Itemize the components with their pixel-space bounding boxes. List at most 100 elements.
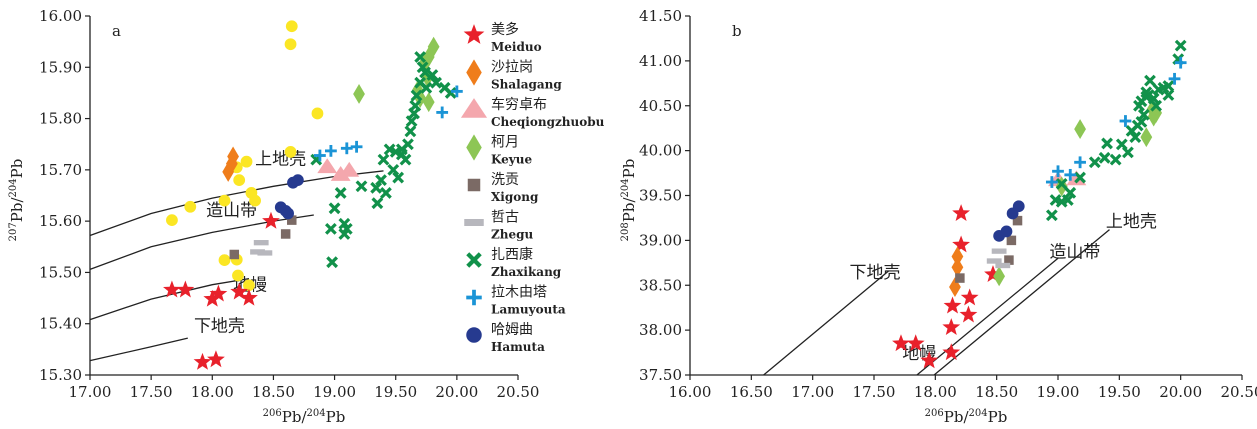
lamuyouta-point xyxy=(350,140,363,153)
zhaxikang-point xyxy=(444,87,457,99)
x-tick-label: 18.50 xyxy=(975,383,1018,401)
zhaxikang-point xyxy=(420,81,433,94)
legend-lamuyouta-en: Lamuyouta xyxy=(491,303,566,317)
zhaxikang-point xyxy=(1101,137,1113,150)
x-tick-label: 19.50 xyxy=(1098,383,1141,401)
hamuta-point xyxy=(282,207,294,220)
lamuyouta-point xyxy=(436,106,449,119)
y-tick-label: 37.50 xyxy=(639,366,682,384)
region-label: 造山带 xyxy=(206,201,257,221)
legend-shalagang-marker xyxy=(466,59,482,86)
meiduo-point xyxy=(209,284,228,302)
x-tick-label: 17.50 xyxy=(853,383,896,401)
zhaxikang-point xyxy=(1140,86,1153,99)
legend-hamuta-marker xyxy=(466,327,482,343)
evolution-curve-2 xyxy=(89,277,250,321)
legend-zhaxikang-en: Zhaxikang xyxy=(491,265,562,279)
x-tick-label: 18.00 xyxy=(191,383,234,401)
legend-shalagang-cn: 沙拉岗 xyxy=(491,60,533,76)
unlabeled-point xyxy=(184,200,197,213)
keyue-point xyxy=(1074,119,1086,140)
meiduo-point xyxy=(906,334,925,352)
legend-meiduo-cn: 美多 xyxy=(491,21,519,38)
zhaxikang-point xyxy=(410,89,423,102)
zhaxikang-point xyxy=(1129,131,1142,144)
zhaxikang-point xyxy=(380,187,392,199)
zhaxikang-point xyxy=(1144,74,1156,87)
region-label: 上地壳 xyxy=(1106,212,1157,232)
x-tick-label: 16.00 xyxy=(669,383,712,401)
zhaxikang-point xyxy=(1162,80,1175,92)
evolution-curve-1 xyxy=(916,257,1059,376)
meiduo-point xyxy=(207,350,225,368)
unlabeled-point xyxy=(240,155,253,168)
legend-hamuta-en: Hamuta xyxy=(491,340,545,354)
zhegu-point xyxy=(986,258,1002,264)
meiduo-point xyxy=(952,204,970,222)
legend-xigong-cn: 洗贡 xyxy=(491,172,519,188)
legend-lamuyouta-marker xyxy=(466,289,482,306)
region-label: 下地壳 xyxy=(849,263,900,283)
cheqiong-point xyxy=(330,165,351,181)
y-tick-label: 38.00 xyxy=(639,321,682,339)
meiduo-point xyxy=(163,280,181,298)
zhaxikang-point xyxy=(334,187,347,199)
zhaxikang-point xyxy=(387,163,400,176)
x-tick-label: 18.00 xyxy=(914,383,957,401)
shalagang-point xyxy=(951,246,964,267)
y-tick-label: 38.50 xyxy=(639,276,682,294)
zhaxikang-point xyxy=(328,202,341,215)
unlabeled-point xyxy=(284,146,297,158)
meiduo-point xyxy=(943,296,962,314)
unlabeled-point xyxy=(249,194,261,207)
legend-cheqiong-cn: 车穷卓布 xyxy=(491,96,547,113)
y-tick-label: 41.50 xyxy=(639,7,682,25)
cheqiong-point xyxy=(1066,170,1087,186)
lamuyouta-point xyxy=(325,144,337,157)
curves-b xyxy=(763,229,1110,376)
legend-zhegu-cn: 哲古 xyxy=(491,210,519,226)
zhaxikang-point xyxy=(414,51,427,63)
zhaxikang-point xyxy=(1135,95,1148,108)
y-tick-label: 39.50 xyxy=(639,187,682,205)
lamuyouta-point xyxy=(1064,168,1077,181)
meiduo-point xyxy=(952,235,970,253)
legend-zhaxikang-marker xyxy=(466,252,482,268)
y-tick-label: 41.00 xyxy=(639,52,682,70)
region-labels-a: 上地壳造山带地幔下地壳 xyxy=(194,150,306,337)
y-tick-label: 40.50 xyxy=(639,97,682,115)
x-tick-label: 18.50 xyxy=(252,383,295,401)
legend: 美多 Meiduo 沙拉岗 Shalagang 车穷卓布 Cheqiongzhuobu 柯月… xyxy=(460,21,605,354)
zhaxikang-point xyxy=(419,66,431,79)
unlabeled-point xyxy=(218,254,231,267)
legend-lamuyouta-cn: 拉木由塔 xyxy=(491,285,547,301)
zhaxikang-point xyxy=(1045,209,1058,222)
keyue-point xyxy=(1140,127,1153,148)
meiduo-point xyxy=(230,282,249,300)
legend-keyue-en: Keyue xyxy=(491,153,532,167)
meiduo-point xyxy=(942,343,961,361)
axes-b: 16.00 16.50 17.00 17.50 18.00 18.50 19.00 19.50… xyxy=(639,7,1257,401)
lamuyouta-point xyxy=(340,142,353,155)
unlabeled-point xyxy=(233,174,246,187)
zhegu-point xyxy=(991,248,1007,254)
meiduo-point xyxy=(960,288,979,306)
unlabeled-point xyxy=(284,38,297,51)
zhaxikang-point xyxy=(389,146,402,158)
legend-xigong-en: Xigong xyxy=(491,190,539,204)
y-tick-label: 39.00 xyxy=(639,231,682,249)
legend-keyue-cn: 柯月 xyxy=(491,135,519,151)
zhaxikang-point xyxy=(377,153,390,166)
zhaxikang-point xyxy=(399,153,412,166)
zhegu-point xyxy=(995,262,1011,269)
legend-cheqiong-marker xyxy=(460,98,488,118)
y-axis-title-b: 208Pb/204Pb xyxy=(620,159,638,242)
hamuta-point xyxy=(291,174,304,187)
legend-shalagang-en: Shalagang xyxy=(491,78,562,92)
panel-label-a: a xyxy=(112,22,121,40)
lamuyouta-point xyxy=(1052,165,1064,178)
zhaxikang-point xyxy=(375,174,387,187)
keyue-point xyxy=(353,83,365,104)
